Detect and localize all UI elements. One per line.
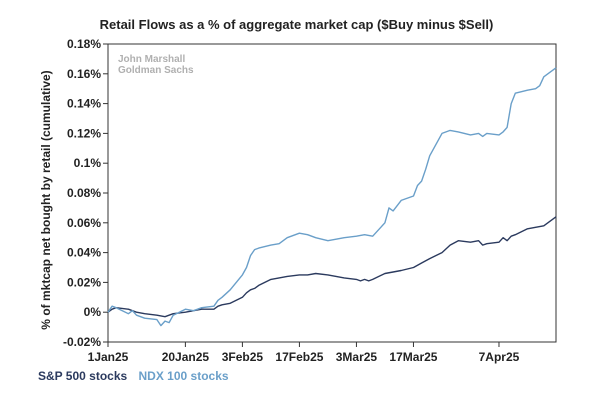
watermark-line: John Marshall: [118, 54, 186, 65]
chart-title: Retail Flows as a % of aggregate market …: [99, 17, 494, 32]
legend-entry-ndx100: NDX 100 stocks: [138, 369, 229, 383]
y-tick-label: 0.14%: [67, 97, 101, 111]
y-axis-label: % of mktcap net bought by retail (cumula…: [39, 70, 53, 330]
y-tick-label: -0.02%: [63, 335, 101, 349]
legend-entry-sp500: S&P 500 stocks: [38, 369, 128, 383]
y-tick-label: 0.12%: [67, 126, 101, 140]
y-tick-label: 0.18%: [67, 37, 101, 51]
series-line-ndx100: [107, 67, 557, 327]
x-tick-label: 20Jan25: [162, 350, 210, 364]
x-tick-label: 7Apr25: [479, 350, 520, 364]
y-tick-label: 0.06%: [67, 216, 101, 230]
y-tick-label: 0.04%: [67, 246, 101, 260]
y-tick-label: 0.02%: [67, 275, 101, 289]
x-tick-label: 3Mar25: [336, 350, 378, 364]
y-tick-label: 0.08%: [67, 186, 101, 200]
watermark-line: Goldman Sachs: [118, 65, 194, 76]
y-tick-label: 0%: [84, 305, 102, 319]
x-tick-label: 17Mar25: [389, 350, 437, 364]
x-tick-label: 17Feb25: [275, 350, 323, 364]
plot-frame: [107, 43, 557, 343]
y-tick-label: 0.1%: [74, 156, 102, 170]
legend: S&P 500 stocks NDX 100 stocks: [38, 369, 237, 383]
y-tick-label: 0.16%: [67, 67, 101, 81]
series-line-sp500: [107, 216, 557, 318]
watermark: John Marshall Goldman Sachs: [118, 54, 194, 76]
x-tick-label: 3Feb25: [222, 350, 264, 364]
x-tick-label: 1Jan25: [88, 350, 129, 364]
